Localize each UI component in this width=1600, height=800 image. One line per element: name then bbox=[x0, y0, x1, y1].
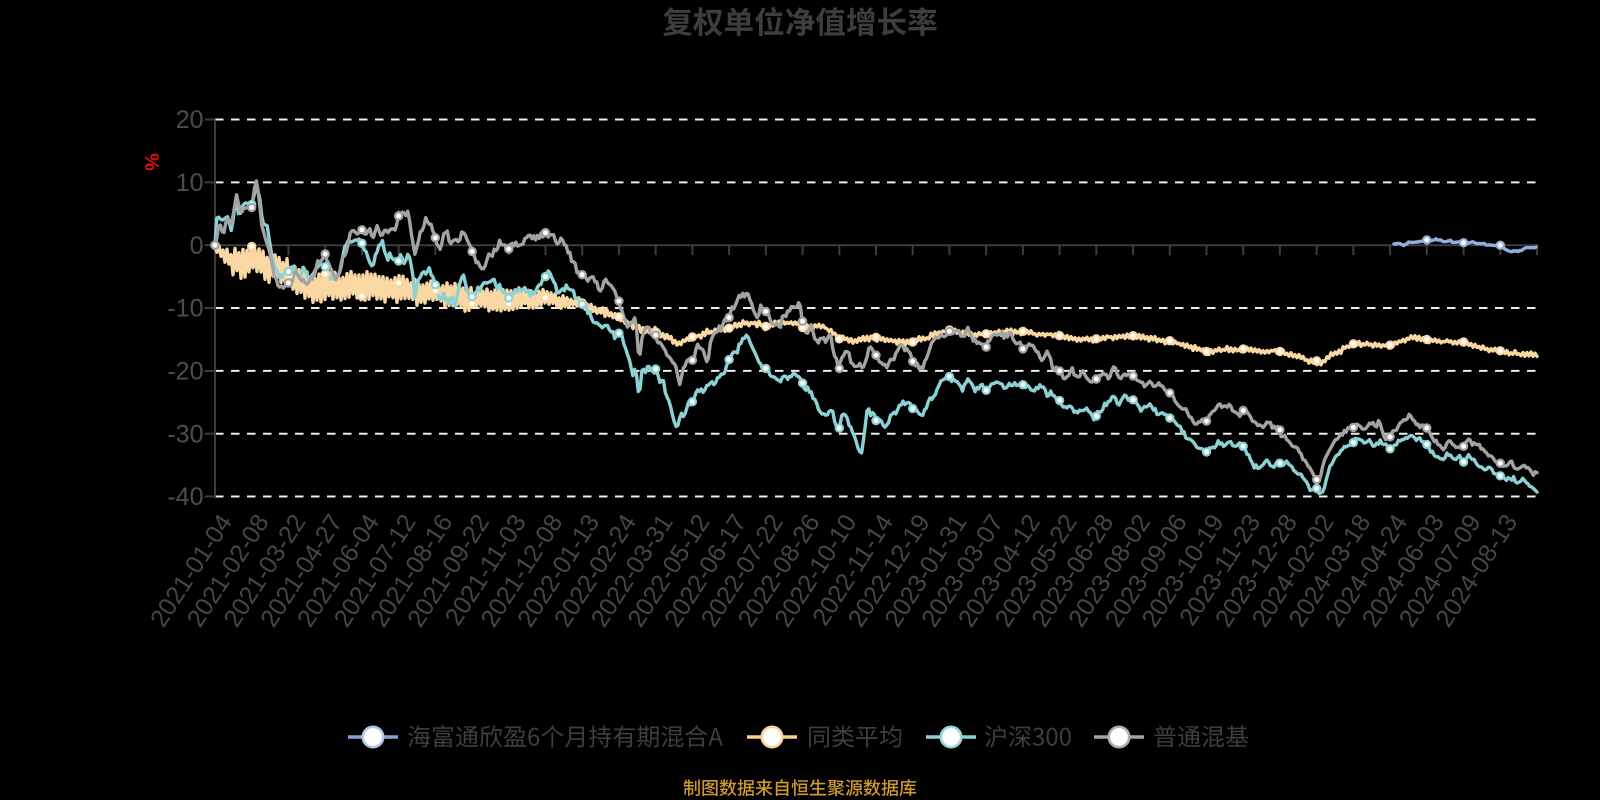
svg-text:0: 0 bbox=[190, 232, 204, 260]
svg-text:-40: -40 bbox=[167, 483, 203, 511]
svg-text:-20: -20 bbox=[167, 358, 203, 386]
svg-text:-30: -30 bbox=[167, 420, 203, 448]
svg-text:-10: -10 bbox=[167, 295, 203, 323]
svg-text:20: 20 bbox=[176, 106, 204, 134]
svg-text:10: 10 bbox=[176, 169, 204, 197]
svg-text:%: % bbox=[140, 153, 162, 171]
